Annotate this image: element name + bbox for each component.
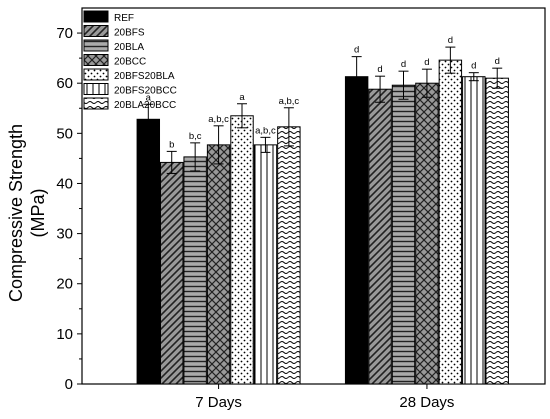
y-tick-label: 60 <box>56 75 73 92</box>
bar <box>391 84 416 385</box>
bar <box>160 161 184 385</box>
x-tick-label: 28 Days <box>399 394 454 411</box>
bar <box>230 115 254 385</box>
significance-label: d <box>448 35 453 46</box>
legend-swatch <box>83 83 109 95</box>
significance-label: d <box>354 45 359 56</box>
legend-swatch <box>83 10 109 23</box>
bar <box>136 118 161 385</box>
significance-label: a <box>146 92 152 103</box>
plot-frame <box>81 7 546 385</box>
bar <box>277 126 301 385</box>
legend-swatch <box>83 25 109 37</box>
legend-label: 20BFS20BLA <box>114 71 175 82</box>
y-tick-label: 50 <box>56 125 73 142</box>
y-axis-title-line1: Compressive Strength <box>6 124 26 302</box>
legend-label: 20BFS <box>114 28 145 39</box>
bar <box>415 82 439 385</box>
legend-label: 20BCC <box>114 57 146 68</box>
significance-label: d <box>401 59 406 70</box>
significance-label: d <box>471 61 476 72</box>
y-tick-label: 70 <box>56 25 73 42</box>
significance-label: d <box>495 56 500 67</box>
bar <box>485 77 509 385</box>
significance-label: a,b,c <box>279 96 300 107</box>
significance-label: a,b,c <box>208 114 229 125</box>
legend-swatch <box>83 54 109 66</box>
bar <box>253 144 278 385</box>
legend-label: 20BLA <box>114 42 144 53</box>
significance-label: b,c <box>189 131 202 142</box>
y-tick-label: 40 <box>56 175 73 192</box>
legend-label: 20BLA20BCC <box>114 100 176 111</box>
bar <box>206 144 231 385</box>
significance-label: d <box>424 57 429 68</box>
legend-label: 20BFS20BCC <box>114 86 177 97</box>
bar <box>368 88 392 385</box>
significance-label: b <box>169 139 174 150</box>
plot-area: 0 10 20 30 40 50 60 70 7 Days a b b,c a,b,c a a,b,c a,b… <box>56 7 546 411</box>
legend-swatch <box>83 68 109 81</box>
legend: REF20BFS20BLA20BCC20BFS20BLA20BFS20BCC20… <box>83 10 177 111</box>
y-tick-label: 30 <box>56 226 73 243</box>
legend-swatch <box>83 97 109 110</box>
bar <box>183 156 207 385</box>
legend-swatch <box>83 39 109 52</box>
significance-label: a,b,c <box>255 125 276 136</box>
bar <box>438 59 463 385</box>
bar <box>344 76 369 385</box>
y-tick-label: 20 <box>56 276 73 293</box>
y-tick-label: 10 <box>56 326 73 343</box>
legend-label: REF <box>114 13 134 24</box>
y-axis-title-line2: (MPa) <box>28 189 48 238</box>
x-tick-label: 7 Days <box>195 394 242 411</box>
bar <box>462 76 486 385</box>
y-axis-title: Compressive Strength (MPa) <box>6 124 48 302</box>
significance-label: d <box>377 64 382 75</box>
y-tick-label: 0 <box>65 376 73 393</box>
significance-label: a <box>239 92 245 103</box>
